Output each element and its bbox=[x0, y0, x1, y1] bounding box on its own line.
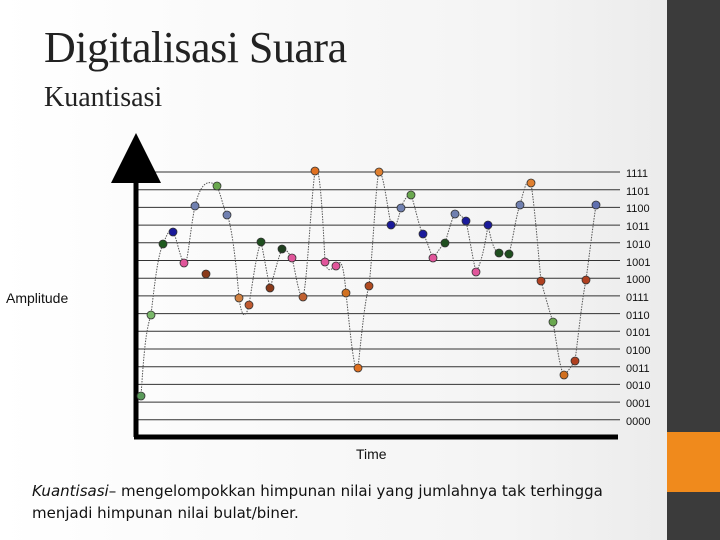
description-text: Kuantisasi– mengelompokkan himpunan nila… bbox=[32, 480, 662, 524]
sample-point bbox=[536, 276, 546, 286]
level-label: 1111 bbox=[626, 168, 649, 180]
sample-point bbox=[287, 253, 297, 263]
sample-point bbox=[190, 201, 200, 211]
sample-point bbox=[244, 300, 254, 310]
sample-point bbox=[418, 229, 428, 239]
level-label: 0111 bbox=[626, 291, 649, 304]
level-label: 0101 bbox=[626, 327, 651, 340]
sample-point bbox=[396, 203, 406, 213]
sample-point bbox=[136, 391, 146, 401]
sample-point bbox=[201, 269, 211, 279]
sample-point bbox=[265, 283, 275, 293]
sample-point bbox=[341, 288, 351, 298]
level-label: 0000 bbox=[626, 415, 651, 428]
sample-point bbox=[591, 200, 601, 210]
sample-point bbox=[494, 248, 504, 258]
amplitude-axis-label: Amplitude bbox=[6, 290, 69, 306]
sample-point bbox=[222, 210, 232, 220]
level-label: 0100 bbox=[626, 345, 651, 357]
sample-point bbox=[548, 317, 558, 327]
sample-point bbox=[559, 370, 569, 380]
sample-point bbox=[504, 249, 514, 259]
time-axis-label: Time bbox=[356, 446, 387, 462]
level-label: 0010 bbox=[626, 380, 651, 393]
slide-title: Digitalisasi Suara bbox=[44, 23, 347, 72]
level-label: 0110 bbox=[626, 309, 650, 322]
description-term: Kuantisasi bbox=[32, 482, 109, 500]
level-label: 1100 bbox=[626, 203, 650, 216]
sample-point bbox=[158, 239, 168, 249]
sample-point bbox=[320, 257, 330, 267]
sample-point bbox=[168, 227, 178, 237]
sample-point bbox=[374, 167, 384, 177]
sample-point bbox=[428, 253, 438, 263]
sample-point bbox=[483, 220, 493, 230]
sample-point bbox=[277, 244, 287, 254]
sample-point bbox=[526, 178, 536, 188]
level-label: 0001 bbox=[626, 398, 651, 411]
sample-point bbox=[364, 281, 374, 291]
sample-point bbox=[310, 166, 320, 176]
slide-subtitle: Kuantisasi bbox=[44, 82, 163, 113]
sample-point bbox=[146, 310, 156, 320]
level-label: 1101 bbox=[626, 185, 650, 198]
sample-point bbox=[471, 267, 481, 277]
level-label: 1000 bbox=[626, 274, 651, 287]
level-label: 0011 bbox=[626, 362, 650, 375]
sample-point bbox=[353, 363, 363, 373]
sample-point bbox=[570, 356, 580, 366]
level-label: 1010 bbox=[626, 238, 651, 251]
sample-point bbox=[256, 237, 266, 247]
level-label: 1001 bbox=[626, 256, 651, 269]
level-label: 1011 bbox=[626, 221, 650, 234]
sample-point bbox=[461, 216, 471, 226]
sample-point bbox=[212, 181, 222, 191]
sample-point bbox=[406, 190, 416, 200]
sample-point bbox=[440, 238, 450, 248]
sample-point bbox=[581, 275, 591, 285]
quantized-samples bbox=[136, 166, 601, 401]
sample-point bbox=[386, 220, 396, 230]
quantization-grid bbox=[136, 171, 620, 421]
sample-point bbox=[298, 292, 308, 302]
sample-point bbox=[234, 293, 244, 303]
sidebar-dark-bar bbox=[667, 0, 720, 432]
sample-point bbox=[179, 258, 189, 268]
sample-point bbox=[450, 209, 460, 219]
sidebar-accent-bar bbox=[667, 432, 720, 540]
sample-point bbox=[331, 261, 341, 271]
sample-point bbox=[515, 200, 525, 210]
description-body: – mengelompokkan himpunan nilai yang jum… bbox=[32, 482, 603, 522]
